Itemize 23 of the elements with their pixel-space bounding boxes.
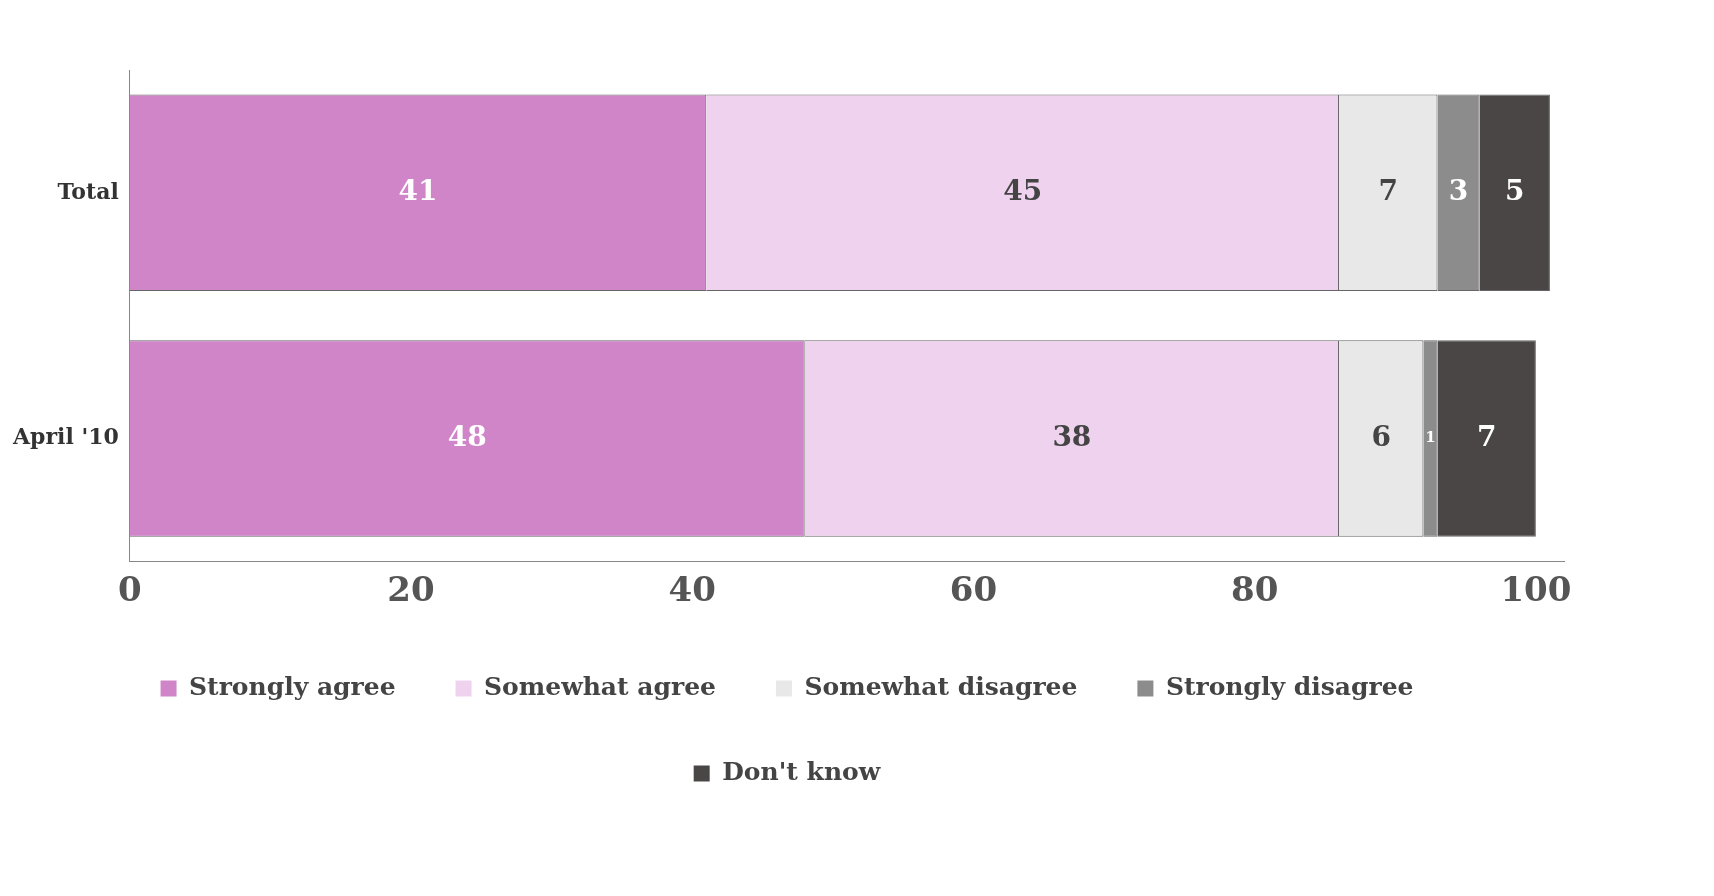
x-tick-label: 40 <box>668 569 716 610</box>
x-tick-label: 20 <box>387 569 435 610</box>
x-tick-label: 0 <box>117 569 142 610</box>
legend-label: Somewhat agree <box>484 672 716 701</box>
x-tick-label: 60 <box>949 569 998 610</box>
data-label: 38 <box>1052 419 1092 453</box>
legend-label: Strongly disagree <box>1165 672 1414 701</box>
data-label: 48 <box>447 419 487 453</box>
legend-label: Don't know <box>722 757 882 786</box>
legend-label: Strongly agree <box>189 672 396 701</box>
data-label: 45 <box>1003 174 1043 208</box>
data-label: 7 <box>1378 174 1398 208</box>
y-tick-label: April '10 <box>11 423 119 450</box>
data-label: 5 <box>1505 174 1525 208</box>
data-label: 3 <box>1448 174 1469 208</box>
data-label: 1 <box>1425 428 1436 447</box>
y-tick-label: Total <box>57 177 119 204</box>
x-tick-label: 100 <box>1500 569 1572 610</box>
data-label: 7 <box>1476 419 1497 453</box>
legend-label: Somewhat disagree <box>804 672 1078 701</box>
x-tick-label: 80 <box>1230 569 1279 610</box>
data-label: 41 <box>398 174 438 208</box>
data-label: 6 <box>1371 419 1391 453</box>
